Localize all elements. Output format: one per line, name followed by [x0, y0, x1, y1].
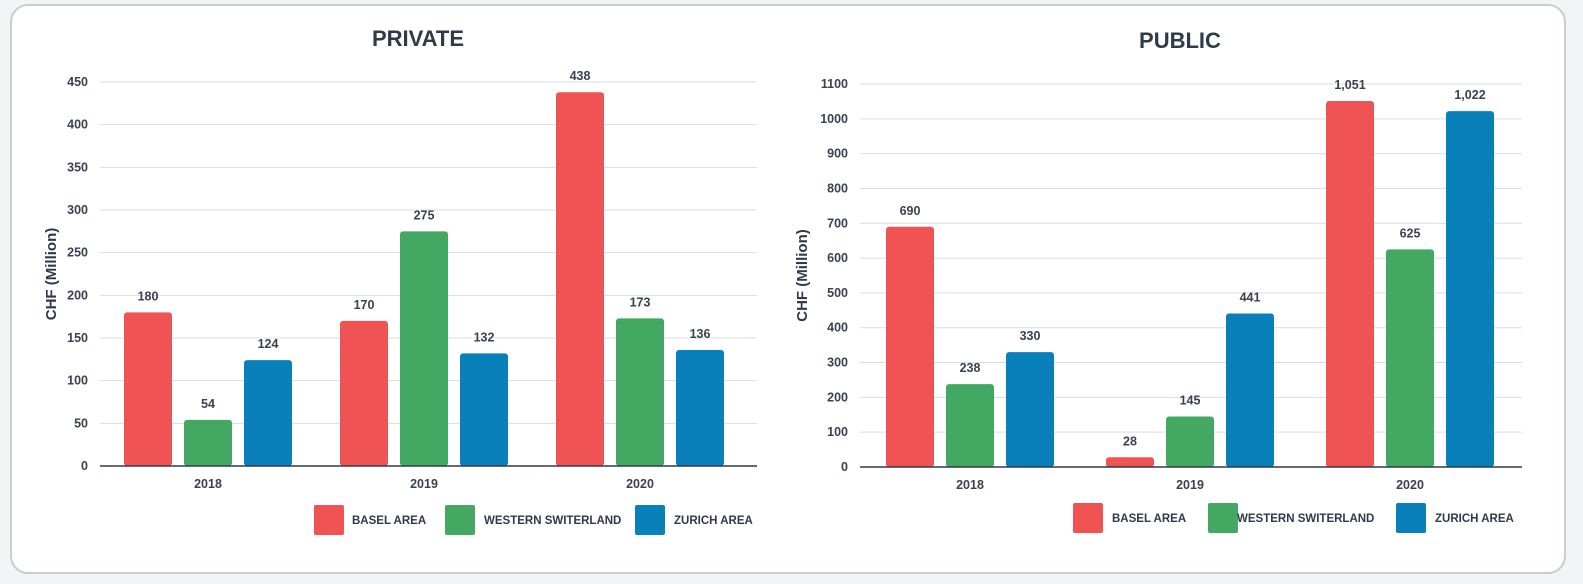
private-y-tick-label: 150	[67, 331, 88, 345]
public-y-tick-label: 700	[827, 216, 848, 230]
public-y-tick-label: 1000	[820, 112, 848, 126]
public-y-tick-label: 500	[827, 286, 848, 300]
public-y-tick-label: 600	[827, 251, 848, 265]
public-data-label: 441	[1240, 290, 1261, 304]
private-bar-zurich-area-2020	[676, 349, 724, 466]
private-y-tick-label: 400	[67, 118, 88, 132]
public-data-label: 1,022	[1454, 88, 1485, 102]
public-bar-basel-area-2020	[1326, 101, 1374, 467]
private-data-label: 180	[138, 289, 159, 303]
private-legend-label: BASEL AREA	[352, 515, 426, 527]
private-bar-basel-area-2020	[556, 92, 604, 467]
public-data-label: 625	[1400, 226, 1421, 240]
public-legend-label: ZURICH AREA	[1435, 513, 1514, 525]
public-x-tick-label: 2018	[956, 478, 984, 492]
private-data-label: 173	[630, 295, 651, 309]
private-x-tick-label: 2020	[626, 477, 654, 491]
public-x-tick-label: 2019	[1176, 478, 1204, 492]
public-y-tick-label: 100	[827, 425, 848, 439]
private-y-tick-label: 450	[67, 75, 88, 89]
public-y-tick-label: 300	[827, 356, 848, 370]
private-bar-zurich-area-2019	[460, 353, 508, 466]
private-bar-western-switerland-2018	[184, 419, 232, 466]
public-bar-basel-area-2019	[1106, 457, 1154, 467]
private-data-label: 438	[570, 69, 591, 83]
private-y-tick-label: 300	[67, 203, 88, 217]
private-data-label: 54	[201, 397, 215, 411]
public-y-tick-label: 0	[841, 460, 848, 474]
public-bar-western-switerland-2018	[946, 384, 994, 467]
public-data-label: 330	[1020, 329, 1041, 343]
private-data-label: 275	[414, 208, 435, 222]
private-x-tick-label: 2018	[194, 477, 222, 491]
public-chart-title: PUBLIC	[1139, 28, 1221, 53]
private-data-label: 132	[474, 330, 495, 344]
private-data-label: 136	[690, 327, 711, 341]
private-bar-zurich-area-2018	[244, 360, 292, 466]
private-y-tick-label: 350	[67, 160, 88, 174]
public-y-tick-label: 200	[827, 390, 848, 404]
public-bar-zurich-area-2020	[1446, 111, 1494, 468]
public-bar-zurich-area-2018	[1006, 352, 1054, 467]
public-bar-basel-area-2018	[886, 226, 934, 467]
private-legend-label: ZURICH AREA	[674, 515, 753, 527]
public-data-label: 28	[1123, 434, 1137, 448]
public-data-label: 690	[900, 204, 921, 218]
public-y-tick-label: 900	[827, 147, 848, 161]
private-y-tick-label: 200	[67, 288, 88, 302]
public-y-tick-label: 400	[827, 321, 848, 335]
private-legend-swatch	[635, 505, 665, 535]
private-bar-western-switerland-2019	[400, 231, 448, 466]
public-legend-label: BASEL AREA	[1112, 513, 1186, 525]
private-bar-western-switerland-2020	[616, 318, 664, 466]
chart-canvas: PRIVATE CHF (Million) 0 50 100 150 200 250 300 35…	[43, 26, 1522, 535]
private-y-tick-label: 250	[67, 246, 88, 260]
public-y-tick-label: 800	[827, 181, 848, 195]
public-bar-western-switerland-2020	[1386, 249, 1434, 467]
private-data-label: 124	[258, 337, 279, 351]
public-data-label: 238	[960, 361, 981, 375]
private-legend-label: WESTERN SWITERLAND	[484, 515, 621, 527]
private-y-tick-label: 100	[67, 374, 88, 388]
public-y-tick-label: 1100	[821, 77, 848, 91]
private-y-axis-label: CHF (Million)	[43, 228, 60, 320]
public-legend-label: WESTERN SWITERLAND	[1237, 513, 1374, 525]
private-chart-title: PRIVATE	[372, 26, 464, 51]
public-x-tick-label: 2020	[1396, 478, 1424, 492]
public-y-axis-label: CHF (Million)	[794, 229, 811, 321]
private-y-tick-label: 0	[81, 459, 88, 473]
private-legend-swatch	[314, 505, 344, 535]
private-x-tick-label: 2019	[410, 477, 438, 491]
public-data-label: 1,051	[1334, 78, 1365, 92]
private-y-tick-label: 50	[74, 416, 88, 430]
private-legend-swatch	[445, 505, 475, 535]
private-bar-basel-area-2018	[124, 312, 172, 466]
public-bar-western-switerland-2019	[1166, 416, 1214, 467]
public-legend-swatch	[1073, 503, 1103, 533]
public-bar-zurich-area-2019	[1226, 313, 1274, 467]
public-legend-swatch	[1208, 503, 1238, 533]
chart-card: PRIVATE CHF (Million) 0 50 100 150 200 250 300 35…	[10, 4, 1566, 574]
private-data-label: 170	[354, 298, 375, 312]
public-legend-swatch	[1396, 503, 1426, 533]
private-bar-basel-area-2019	[340, 320, 388, 466]
public-data-label: 145	[1180, 394, 1201, 408]
